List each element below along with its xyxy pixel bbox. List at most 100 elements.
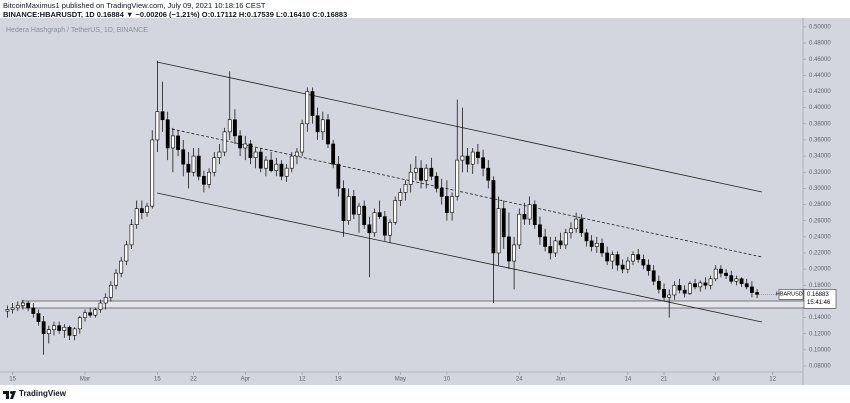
candle-body — [719, 268, 723, 274]
candle-body — [41, 321, 46, 335]
candle-body — [305, 91, 310, 125]
candle-body — [124, 244, 129, 262]
candle-body — [233, 119, 237, 137]
candle-body — [434, 175, 439, 189]
y-tick-label: 0.46000 — [809, 57, 831, 63]
y-tick-label: 0.24000 — [809, 234, 831, 240]
candle-body — [341, 188, 346, 221]
candle-body — [620, 264, 625, 270]
countdown: 15:41:46 — [807, 300, 831, 306]
candle-body — [470, 151, 475, 165]
candle-body — [362, 205, 367, 226]
candle-body — [320, 119, 325, 133]
candle-body — [724, 272, 728, 276]
candle-body — [15, 305, 20, 309]
y-tick-label: 0.50000 — [809, 24, 831, 30]
candle-body — [372, 212, 377, 234]
candle-body — [279, 163, 284, 177]
candle-body — [703, 282, 708, 286]
chart-title: Hedera Hashgraph / TetherUS, 1D, BINANCE — [6, 27, 148, 34]
candle-body — [491, 180, 496, 254]
price-axis-background — [803, 18, 850, 385]
candle-body — [408, 171, 413, 185]
candle-body — [351, 196, 356, 215]
candle-body — [181, 149, 186, 165]
candle-body — [429, 167, 434, 177]
candle-body — [186, 163, 191, 173]
chart: Hedera Hashgraph / TetherUS, 1D, BINANCE… — [0, 18, 850, 385]
candle-body — [310, 91, 315, 117]
candle-body — [507, 236, 511, 262]
candle-body — [388, 221, 392, 236]
candle-body — [10, 307, 15, 310]
candle-body — [662, 289, 666, 298]
candle-body — [108, 284, 113, 298]
y-tick-label: 0.20000 — [809, 267, 831, 273]
candle-body — [744, 283, 749, 288]
x-tick-label: Mar — [80, 377, 90, 383]
channel-lower — [156, 192, 763, 323]
candle-body — [26, 302, 31, 309]
y-tick-label: 0.14000 — [809, 315, 831, 321]
candle-body — [150, 139, 155, 207]
candle-body — [455, 159, 460, 197]
channel-mid — [166, 127, 763, 258]
symbol-line: BINANCE:HBARUSDT, 1D 0.16884 ▼ −0.00206 … — [3, 10, 348, 19]
candle-body — [129, 224, 134, 246]
price-tag — [803, 288, 837, 309]
candle-body — [212, 157, 217, 173]
candle-body — [77, 317, 82, 330]
y-tick-label: 0.44000 — [809, 73, 831, 79]
y-tick-label: 0.40000 — [809, 105, 831, 111]
candle-body — [62, 326, 67, 331]
candle-body — [543, 236, 548, 247]
candle-body — [119, 260, 124, 274]
candle-body — [258, 151, 263, 169]
y-tick-label: 0.10000 — [809, 347, 831, 353]
x-tick-label: 24 — [516, 377, 523, 383]
candle-body — [424, 167, 429, 181]
candle-body — [160, 111, 165, 121]
candle-body — [729, 275, 734, 282]
candle-body — [512, 244, 517, 262]
candle-body — [481, 157, 485, 169]
brand-name: TradingView — [19, 389, 66, 398]
candle-body — [336, 163, 341, 189]
candle-body — [574, 218, 579, 230]
candle-body — [672, 284, 677, 296]
candle-body — [713, 268, 718, 280]
symbol-label: HBARUSDT — [776, 292, 807, 298]
candle-body — [460, 155, 465, 161]
y-tick-label: 0.26000 — [809, 218, 831, 224]
y-tick-label: 0.22000 — [809, 251, 831, 257]
x-tick-label: May — [395, 377, 406, 383]
y-tick-label: 0.30000 — [809, 186, 831, 192]
candle-body — [548, 246, 553, 254]
candle-body — [734, 278, 739, 282]
y-tick-label: 0.36000 — [809, 138, 831, 144]
candle-body — [667, 294, 672, 298]
candle-body — [331, 143, 336, 165]
candle-body — [36, 313, 41, 322]
candle-body — [103, 297, 108, 304]
candle-body — [631, 254, 635, 262]
candle-body — [217, 151, 222, 158]
candle-body — [377, 212, 382, 217]
candle-body — [72, 328, 77, 336]
candle-body — [202, 175, 206, 185]
candle-body — [501, 208, 506, 238]
candle-body — [367, 224, 372, 234]
x-tick-label: 14 — [624, 377, 631, 383]
candle-body — [67, 326, 72, 336]
candle-body — [739, 278, 744, 284]
candle-body — [594, 242, 599, 247]
brand-logo — [3, 391, 16, 399]
candle-body — [93, 309, 98, 316]
candle-body — [98, 302, 103, 310]
candle-body — [615, 254, 620, 266]
candle-body — [165, 119, 170, 149]
candle-body — [558, 240, 563, 246]
candle-body — [682, 289, 687, 294]
x-tick-label: 22 — [190, 377, 197, 383]
